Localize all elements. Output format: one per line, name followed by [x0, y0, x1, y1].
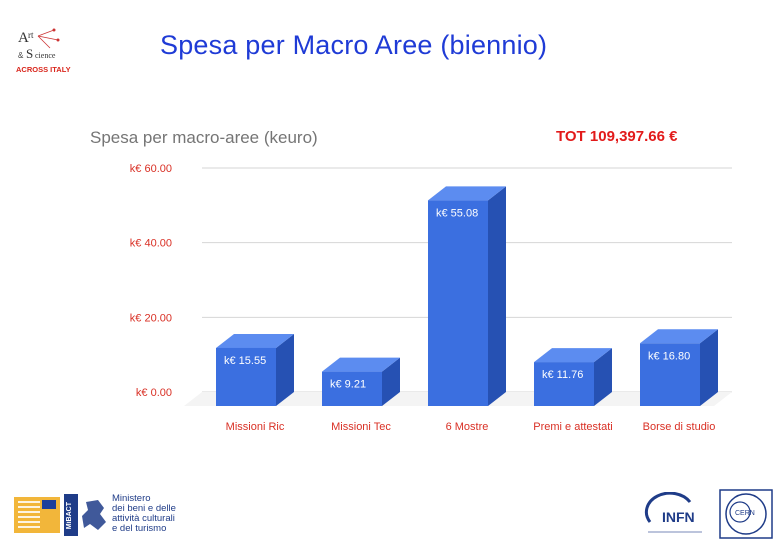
- mibact-text: Ministero dei beni e delle attività cult…: [112, 494, 176, 534]
- mibact-line-1: Ministero: [112, 493, 151, 504]
- bar-side: [382, 357, 400, 406]
- x-category-label: Missioni Ric: [226, 421, 285, 433]
- svg-text:rt: rt: [28, 30, 34, 40]
- bar-side: [276, 333, 294, 406]
- y-tick-label: k€ 60.00: [130, 163, 172, 175]
- bar-side: [594, 348, 612, 406]
- y-tick-label: k€ 20.00: [130, 312, 172, 324]
- svg-text:&: &: [18, 51, 24, 60]
- x-category-label: 6 Mostre: [446, 421, 489, 433]
- mibact-line-4: e del turismo: [112, 523, 167, 534]
- bar: [534, 362, 594, 406]
- mibact-bar-text: MiBACT: [66, 502, 73, 530]
- total-amount: TOT 109,397.66 €: [556, 128, 678, 145]
- bar-value-label: k€ 16.80: [648, 350, 690, 362]
- svg-text:ACROSS ITALY: ACROSS ITALY: [16, 65, 71, 74]
- bar-side: [700, 329, 718, 406]
- bar: [216, 347, 276, 406]
- mibact-line-3: attività culturali: [112, 513, 175, 524]
- bar: [640, 343, 700, 406]
- eu-heritage-logo: [14, 497, 60, 533]
- y-tick-label: k€ 0.00: [136, 387, 172, 399]
- cern-logo: CERN: [719, 489, 773, 539]
- svg-text:A: A: [18, 30, 29, 46]
- chart-title: Spesa per macro-aree (keuro): [90, 128, 318, 147]
- art-and-science-logo: A rt & S cience ACROSS ITALY: [16, 28, 71, 74]
- bar-value-label: k€ 11.76: [542, 369, 583, 381]
- infn-text: INFN: [662, 509, 695, 525]
- svg-text:cience: cience: [35, 51, 56, 60]
- bar: [428, 200, 488, 406]
- x-category-label: Borse di studio: [643, 421, 716, 433]
- bar-top: [322, 357, 400, 372]
- bar-top: [428, 186, 506, 201]
- bar-top: [216, 333, 294, 348]
- eu-flag-icon: [42, 500, 56, 509]
- y-tick-label: k€ 40.00: [130, 238, 172, 250]
- bar-top: [640, 329, 718, 344]
- bar-top: [534, 348, 612, 363]
- bar-side: [488, 186, 506, 406]
- bar-value-label: k€ 9.21: [330, 379, 366, 391]
- infn-logo: INFN: [644, 492, 702, 533]
- italy-emblem-icon: [82, 500, 106, 530]
- bar: [322, 371, 382, 406]
- svg-text:S: S: [26, 46, 33, 61]
- bar-value-label: k€ 15.55: [224, 355, 266, 367]
- mibact-logo: MiBACT Ministero dei beni e delle attivi…: [64, 494, 176, 536]
- bar-value-label: k€ 55.08: [436, 207, 478, 219]
- x-category-label: Missioni Tec: [331, 421, 391, 433]
- x-category-label: Premi e attestati: [533, 421, 612, 433]
- eu-heritage-text-icon: [18, 501, 40, 529]
- mibact-bar: MiBACT: [64, 494, 78, 536]
- cern-text: CERN: [735, 510, 755, 517]
- slide-title: Spesa per Macro Aree (biennio): [160, 30, 548, 60]
- mibact-line-2: dei beni e delle: [112, 503, 176, 514]
